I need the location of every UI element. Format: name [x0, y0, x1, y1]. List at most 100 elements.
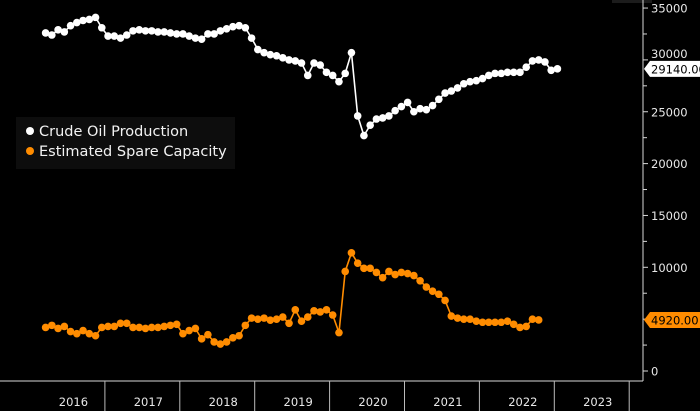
data-point — [222, 338, 231, 346]
data-point — [129, 27, 137, 35]
x-tick-label: 2018 — [209, 395, 238, 409]
data-point — [66, 327, 75, 336]
data-point — [97, 323, 106, 332]
data-point — [478, 74, 487, 83]
data-point — [197, 335, 206, 343]
data-point — [122, 319, 131, 328]
data-point — [491, 69, 499, 78]
data-point — [104, 32, 112, 40]
data-point — [147, 323, 156, 332]
data-point — [328, 71, 337, 80]
y-tick-label: 0 — [651, 365, 658, 379]
data-point — [179, 30, 187, 38]
data-point — [416, 104, 424, 113]
data-point — [204, 330, 212, 339]
data-point — [472, 76, 481, 85]
data-point — [353, 259, 362, 267]
data-point — [116, 34, 125, 42]
data-point — [185, 326, 193, 335]
data-point — [197, 35, 206, 43]
data-point — [466, 77, 474, 86]
data-point — [341, 267, 350, 276]
data-point — [547, 66, 555, 75]
data-point — [316, 308, 325, 316]
data-point — [297, 317, 306, 326]
data-point — [385, 112, 393, 120]
data-point — [378, 273, 387, 282]
data-point — [110, 322, 119, 331]
data-point — [141, 324, 150, 333]
data-point — [260, 48, 268, 57]
legend-marker-icon — [26, 147, 34, 155]
y-tick-label: 30000 — [651, 47, 688, 61]
y-tick-label: 10000 — [651, 261, 688, 275]
data-point — [216, 27, 225, 35]
data-point — [391, 270, 399, 279]
x-tick-label: 2017 — [134, 395, 163, 409]
legend-label: Crude Oil Production — [39, 124, 189, 140]
data-point — [254, 315, 262, 323]
data-point — [54, 324, 62, 333]
data-point — [285, 319, 293, 328]
data-point — [260, 314, 268, 322]
data-point — [391, 106, 399, 115]
data-point — [141, 27, 150, 35]
data-point — [347, 48, 356, 57]
data-point — [160, 28, 168, 36]
y-tick-label: 35000 — [651, 2, 688, 16]
data-point — [328, 311, 337, 319]
data-point — [322, 68, 331, 77]
data-point — [241, 321, 250, 330]
y-tick-label: 20000 — [651, 157, 688, 171]
data-point — [397, 268, 406, 277]
data-point — [484, 71, 493, 80]
data-point — [509, 68, 518, 77]
data-point — [472, 317, 481, 326]
data-point — [310, 307, 318, 315]
data-point — [341, 69, 350, 78]
data-point — [347, 248, 356, 257]
data-point — [497, 318, 506, 327]
legend-item-spare[interactable]: Estimated Spare Capacity — [26, 144, 227, 160]
data-point — [385, 267, 393, 276]
data-point — [229, 22, 237, 31]
data-point — [534, 316, 543, 324]
data-point — [135, 323, 144, 332]
data-point — [110, 32, 119, 40]
legend-marker-icon — [26, 127, 34, 135]
data-point — [235, 21, 243, 30]
data-point — [553, 65, 562, 73]
data-point — [85, 15, 94, 24]
data-point — [335, 77, 343, 86]
data-point — [291, 306, 300, 314]
data-point — [166, 29, 175, 37]
data-point — [166, 321, 175, 330]
x-tick-label: 2022 — [508, 395, 537, 409]
data-point — [428, 101, 437, 110]
data-point — [522, 63, 531, 71]
data-point — [466, 315, 474, 323]
data-point — [428, 287, 437, 295]
legend: Crude Oil Production Estimated Spare Cap… — [16, 117, 235, 169]
data-point — [66, 21, 75, 30]
data-point — [441, 89, 449, 97]
data-point — [41, 323, 50, 332]
data-point — [528, 315, 537, 323]
data-point — [366, 264, 374, 273]
data-point — [179, 329, 187, 338]
legend-item-crude[interactable]: Crude Oil Production — [26, 124, 188, 140]
data-point — [73, 329, 81, 338]
data-point — [372, 115, 381, 123]
data-point — [403, 269, 412, 278]
data-point — [104, 322, 112, 331]
data-point — [378, 114, 387, 122]
data-point — [441, 296, 449, 305]
data-point — [285, 56, 293, 64]
data-point — [335, 328, 343, 337]
data-point — [216, 340, 225, 348]
top-bar — [612, 0, 652, 3]
data-point — [41, 29, 50, 37]
data-point — [278, 54, 287, 62]
data-point — [191, 34, 200, 42]
